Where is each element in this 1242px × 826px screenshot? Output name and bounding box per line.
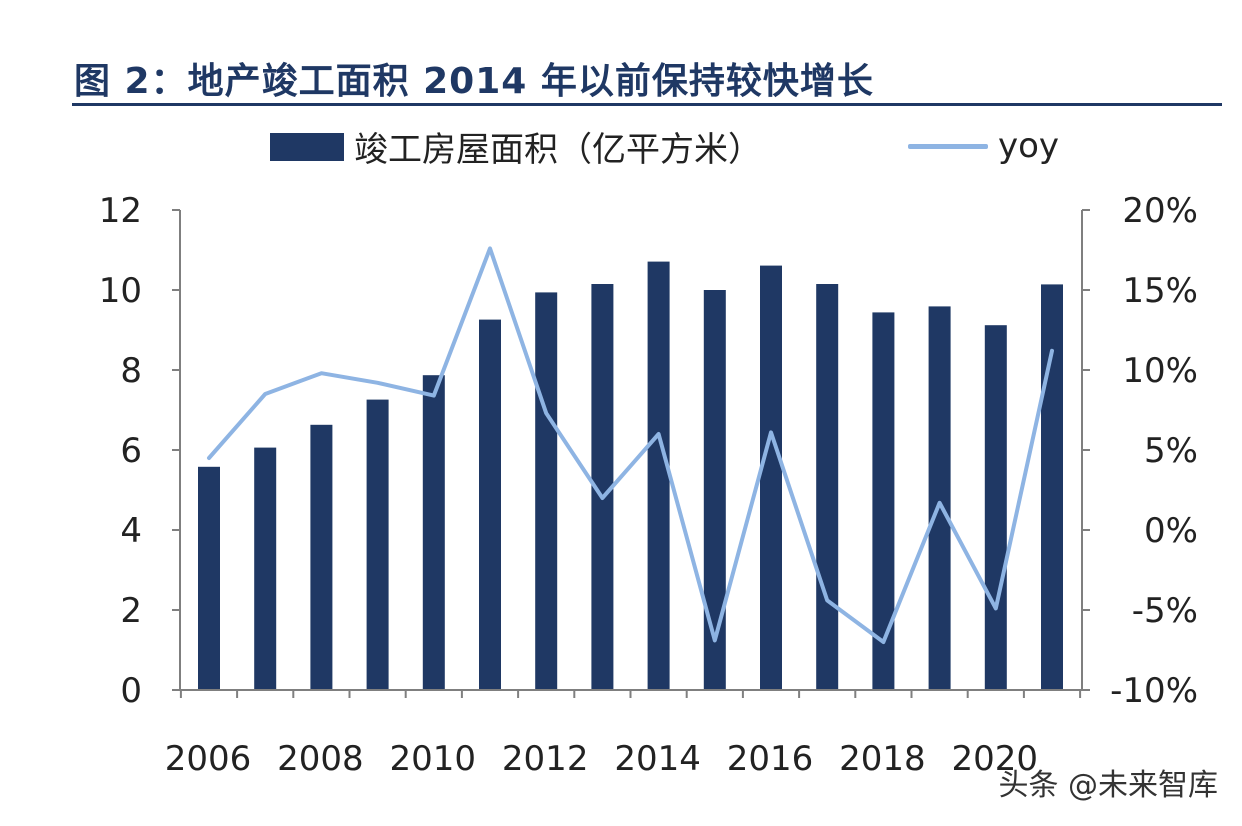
bar-2021 <box>1041 284 1063 690</box>
bar-2019 <box>928 306 951 690</box>
x-tick-label: 2010 <box>390 739 477 779</box>
bar-2017 <box>816 284 839 690</box>
watermark: 头条 @未来智库 <box>998 768 1218 803</box>
bar-2010 <box>422 375 445 690</box>
y-left-tick-label: 12 <box>99 191 142 231</box>
y-right-tick-label: 10% <box>1122 351 1198 391</box>
x-tick-label: 2006 <box>165 739 252 779</box>
y-right-tick-label: -10% <box>1110 671 1198 711</box>
y-right-tick-label: 15% <box>1122 271 1198 311</box>
y-left-tick-label: 4 <box>120 511 142 551</box>
y-right-tick-label: -5% <box>1132 591 1198 631</box>
x-tick-label: 2018 <box>839 739 926 779</box>
x-tick-label: 2020 <box>952 739 1039 779</box>
chart-title: 图 2：地产竣工面积 2014 年以前保持较快增长 <box>74 61 874 102</box>
x-tick-label: 2014 <box>614 739 701 779</box>
title-underline <box>72 103 1222 106</box>
x-tick-label: 2008 <box>277 739 364 779</box>
y-left-tick-label: 10 <box>99 271 142 311</box>
y-right-tick-label: 0% <box>1144 511 1198 551</box>
bar-2011 <box>479 319 501 690</box>
y-left-tick-label: 0 <box>120 671 142 711</box>
bar-2009 <box>366 399 389 690</box>
bar-2015 <box>703 290 726 690</box>
bar-2006 <box>198 466 220 690</box>
y-left-tick-label: 2 <box>120 591 142 631</box>
y-right-tick-label: 5% <box>1144 431 1198 471</box>
y-left-tick-label: 8 <box>120 351 142 391</box>
x-tick-label: 2012 <box>502 739 589 779</box>
bar-2018 <box>872 312 895 690</box>
yoy-line <box>207 246 1054 644</box>
bar-2020 <box>984 325 1007 690</box>
x-tick-label: 2016 <box>727 739 814 779</box>
bar-2012 <box>535 292 558 690</box>
bar-2007 <box>254 447 277 690</box>
y-left-tick-label: 6 <box>120 431 142 471</box>
bar-2016 <box>760 265 782 690</box>
y-right-tick-label: 20% <box>1122 191 1198 231</box>
bar-2014 <box>647 261 670 690</box>
bar-2008 <box>310 424 333 690</box>
bar-2013 <box>591 284 614 690</box>
